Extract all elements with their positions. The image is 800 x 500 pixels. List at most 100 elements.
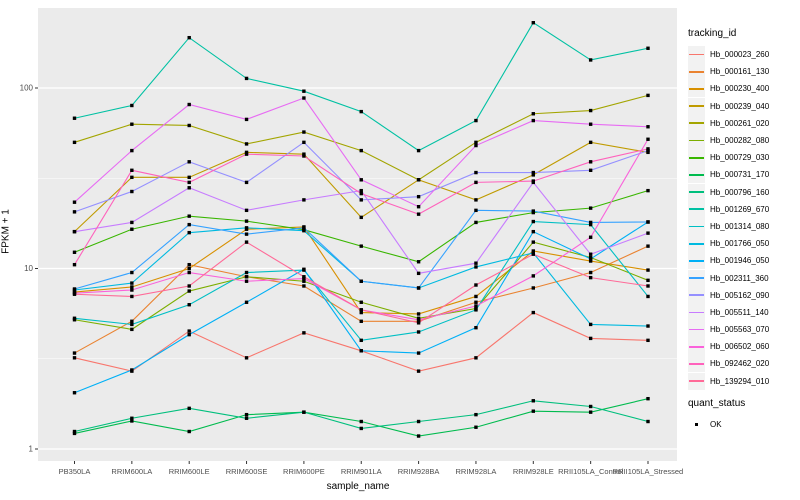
legend-key-line-icon (688, 183, 705, 201)
data-point (588, 336, 593, 341)
legend-key-line-icon (688, 321, 705, 339)
data-point (646, 338, 650, 343)
data-point (474, 140, 478, 145)
x-tick-label: RRIM600PE (283, 467, 325, 476)
data-point (302, 130, 306, 134)
data-point (646, 220, 650, 224)
data-point (474, 412, 478, 417)
data-point (187, 214, 191, 218)
data-point (187, 270, 191, 275)
legend-key-line-icon (688, 217, 705, 235)
data-point (130, 419, 134, 423)
data-point (531, 229, 535, 234)
data-point (474, 143, 478, 148)
data-point (359, 279, 363, 283)
data-point (416, 318, 421, 322)
legend-key-line-icon (688, 166, 705, 184)
legend-key-line-icon (688, 286, 705, 304)
x-tick-label: RRII105LA_Stressed (613, 467, 683, 476)
data-point (359, 178, 363, 182)
data-point (588, 220, 593, 225)
data-point (302, 276, 306, 281)
data-point (474, 180, 478, 185)
data-point (531, 249, 535, 253)
data-point (474, 325, 478, 330)
legend-item-label: Hb_092462_020 (710, 359, 770, 369)
data-point (474, 425, 478, 429)
legend-item-label: Hb_005162_090 (710, 290, 770, 300)
data-point (244, 180, 249, 185)
data-point (187, 186, 191, 190)
data-point (531, 179, 535, 183)
data-point (187, 123, 191, 128)
legend-item-label: Hb_000282_080 (710, 136, 770, 146)
data-point (72, 229, 77, 234)
data-point (646, 244, 650, 248)
data-point (244, 416, 249, 420)
plot-panel (38, 8, 677, 461)
legend-items: Hb_000023_260 Hb_000161_130 Hb_000230_400 H… (688, 46, 769, 390)
data-point (359, 191, 363, 196)
data-point (588, 206, 593, 210)
data-point (302, 89, 306, 93)
data-point (72, 140, 77, 145)
legend-key-line-icon (688, 132, 705, 150)
data-point (646, 268, 650, 272)
legend-item-Hb_001269_670: Hb_001269_670 (688, 200, 769, 218)
data-point (531, 21, 535, 25)
data-point (302, 331, 306, 335)
data-point (187, 289, 191, 293)
legend-key-line-icon (688, 46, 705, 64)
x-tick-label: RRIM928LA (456, 467, 497, 476)
x-tick-label: RRIM600SE (226, 467, 268, 476)
data-point (646, 324, 650, 328)
data-point (474, 356, 478, 360)
data-point (244, 226, 249, 230)
quant-status-legend: quant_status OK (688, 398, 745, 433)
data-point (588, 322, 593, 327)
data-point (244, 356, 249, 360)
legend-item-Hb_000161_130: Hb_000161_130 (688, 63, 769, 81)
data-point (359, 338, 363, 343)
data-point (130, 148, 134, 153)
legend-item-label: Hb_000731_170 (710, 170, 770, 180)
data-point (646, 46, 650, 50)
data-point (244, 270, 249, 275)
y-tick-label: 100 (20, 84, 34, 93)
y-tick-label: 1 (29, 445, 34, 454)
data-point (187, 35, 191, 40)
data-point (474, 308, 478, 312)
data-point (531, 240, 535, 244)
data-point (130, 327, 134, 332)
data-point (130, 288, 134, 292)
data-point (359, 148, 363, 153)
data-point (130, 122, 134, 126)
data-point (302, 198, 306, 202)
data-point (244, 232, 249, 236)
legend-item-Hb_005563_070: Hb_005563_070 (688, 321, 769, 339)
x-tick-label: RRII105LA_Control (558, 467, 623, 476)
data-point (646, 231, 650, 235)
data-point (130, 294, 134, 299)
data-point (130, 103, 134, 108)
data-point (416, 434, 421, 438)
legend-key-line-icon (688, 97, 705, 115)
legend-item-Hb_000239_040: Hb_000239_040 (688, 97, 769, 115)
data-point (646, 278, 650, 283)
data-point (359, 215, 363, 220)
legend-item-label: Hb_001314_080 (710, 221, 770, 231)
data-point (416, 148, 421, 153)
legend-item-Hb_000261_020: Hb_000261_020 (688, 114, 769, 132)
data-point (588, 235, 593, 239)
data-point (187, 180, 191, 185)
legend-key-line-icon (688, 372, 705, 390)
data-point (416, 286, 421, 290)
y-axis-title: FPKM + 1 (0, 209, 12, 254)
data-point (474, 261, 478, 265)
data-point (187, 406, 191, 411)
data-point (359, 198, 363, 202)
data-point (72, 351, 77, 355)
legend-item-label: Hb_000729_030 (710, 153, 770, 163)
data-point (130, 168, 134, 172)
